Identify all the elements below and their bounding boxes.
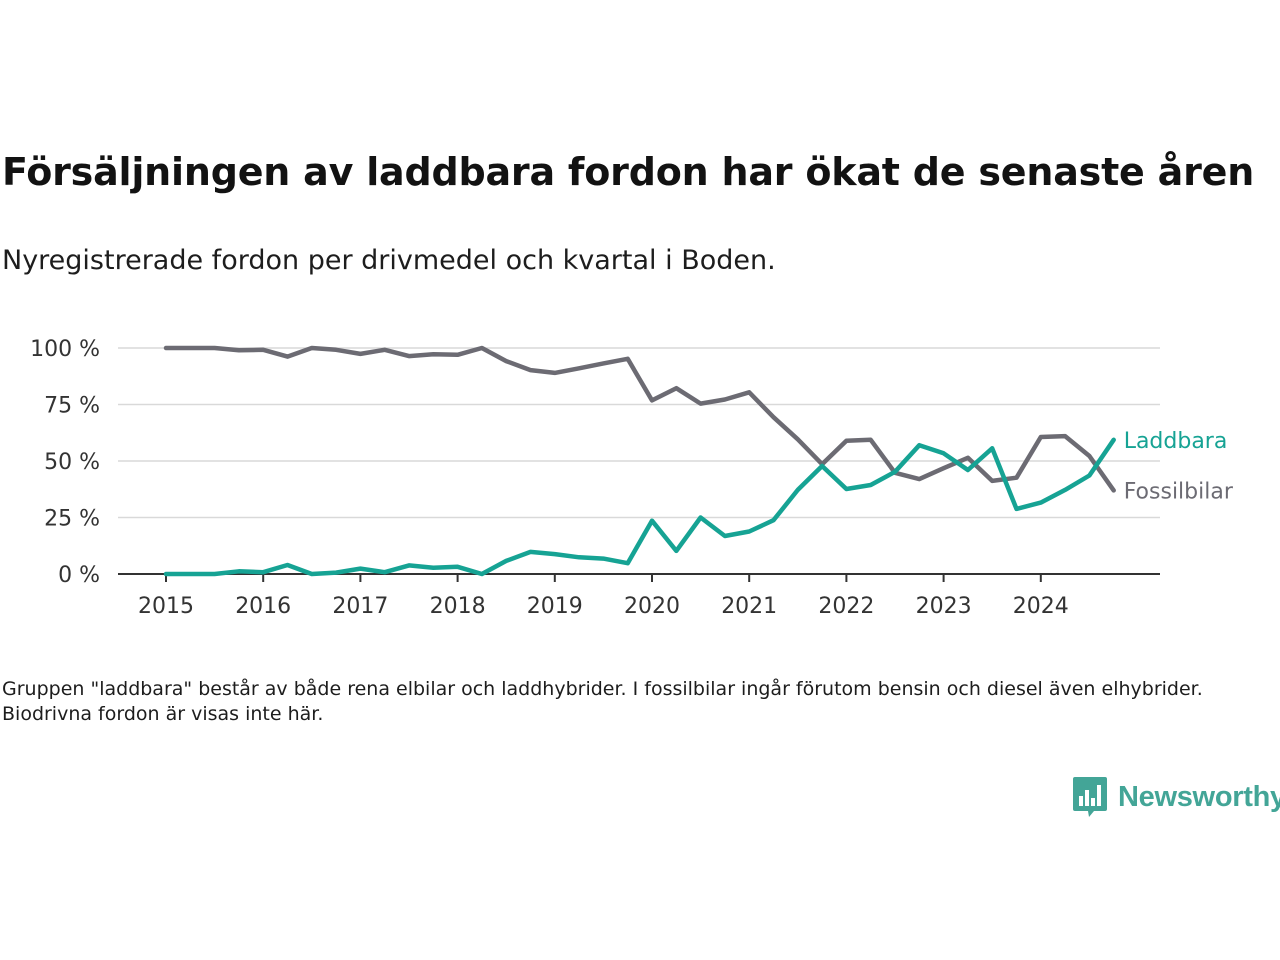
y-tick-label: 25 % bbox=[44, 507, 100, 532]
y-tick-label: 0 % bbox=[58, 563, 100, 588]
x-tick-label: 2022 bbox=[818, 594, 874, 619]
series-label-fossilbilar: Fossilbilar bbox=[1124, 479, 1234, 504]
x-tick-label: 2023 bbox=[916, 594, 972, 619]
chart-logo-icon bbox=[1073, 777, 1107, 817]
gridlines: 0 % 25 % 50 % 75 % 100 % bbox=[30, 337, 1160, 588]
x-tick-label: 2020 bbox=[624, 594, 680, 619]
brand-name: Newsworthy bbox=[1118, 780, 1280, 813]
footnote: Gruppen "laddbara" består av både rena e… bbox=[2, 678, 1203, 725]
newsworthy-logo[interactable]: Newsworthy bbox=[1072, 776, 1280, 818]
series-lines bbox=[163, 345, 1116, 577]
chart-subtitle: Nyregistrerade fordon per drivmedel och … bbox=[2, 245, 776, 276]
x-tick-label: 2024 bbox=[1013, 594, 1069, 619]
x-tick-label: 2019 bbox=[527, 594, 583, 619]
chart-title: Försäljningen av laddbara fordon har öka… bbox=[2, 150, 1255, 194]
x-tick-label: 2021 bbox=[721, 594, 777, 619]
line-chart: 0 %25 %50 %75 %100 % 2015 2016 2017 2018 201… bbox=[30, 337, 1234, 619]
x-axis: 2015 2016 2017 2018 2019 2020 2021 2022 2023 2024 bbox=[118, 573, 1160, 619]
series-line-laddbara bbox=[163, 437, 1116, 577]
x-tick-label: 2015 bbox=[138, 594, 194, 619]
y-tick-label: 50 % bbox=[44, 450, 100, 475]
series-label-laddbara: Laddbara bbox=[1124, 429, 1228, 454]
x-tick-label: 2018 bbox=[430, 594, 486, 619]
y-tick-label: 100 % bbox=[30, 337, 100, 362]
y-tick-label: 75 % bbox=[44, 394, 100, 419]
series-labels: Laddbara Fossilbilar bbox=[1124, 429, 1234, 505]
x-tick-label: 2016 bbox=[235, 594, 291, 619]
x-tick-label: 2017 bbox=[332, 594, 388, 619]
